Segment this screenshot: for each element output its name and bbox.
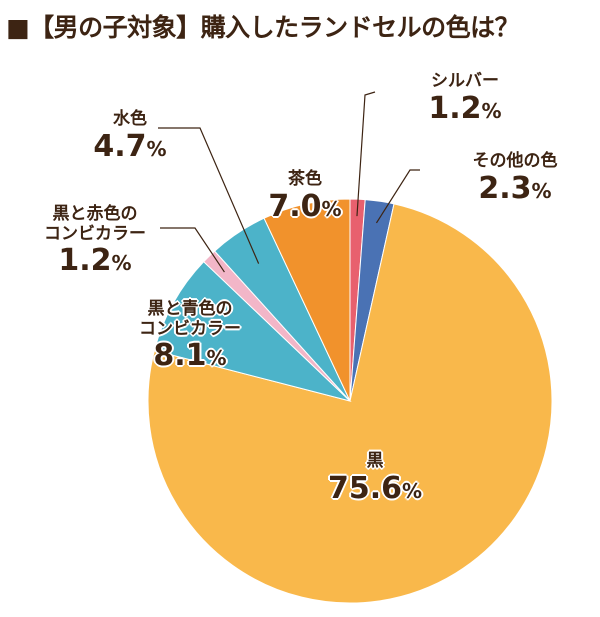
pie-slice [153,260,352,402]
slice-label: 水色 4.7% [80,109,180,164]
slice-label-name: 茶色 [288,169,322,189]
slice-label-value: 1.2% [428,90,502,126]
slice-label-name: シルバー [431,71,499,91]
leader-line [160,227,225,273]
slice-label-value: 8.1% [153,338,227,374]
slice-label-name: 水色 [113,109,147,129]
slice-label-value: 2.3% [478,170,552,206]
slice-label-name: 黒と青色の コンビカラー [139,299,241,339]
slice-label: 黒と青色の コンビカラー 8.1% [115,299,265,374]
slice-label-value: 4.7% [93,128,167,164]
pie-slice [263,198,351,402]
slice-label-name: 黒 [366,451,384,471]
slice-label: 黒と赤色の コンビカラー 1.2% [20,204,170,279]
pie-slice [147,203,553,604]
slice-label: 黒 75.6% [315,451,435,506]
leader-line [356,91,376,217]
chart-title: ■【男の子対象】購入したランドセルの色は？ [6,13,520,42]
leader-line [158,127,260,264]
slice-label: シルバー 1.2% [410,71,520,126]
slice-label: 茶色 7.0% [255,169,355,224]
slice-label-value: 7.0% [268,188,342,224]
slice-label-value: 75.6% [327,470,423,506]
slice-label-name: 黒と赤色の コンビカラー [44,204,146,244]
leader-line [375,169,420,224]
slice-label-name: その他の色 [472,151,558,171]
slice-label: その他の色 2.3% [450,151,580,206]
slice-label-value: 1.2% [58,243,132,279]
